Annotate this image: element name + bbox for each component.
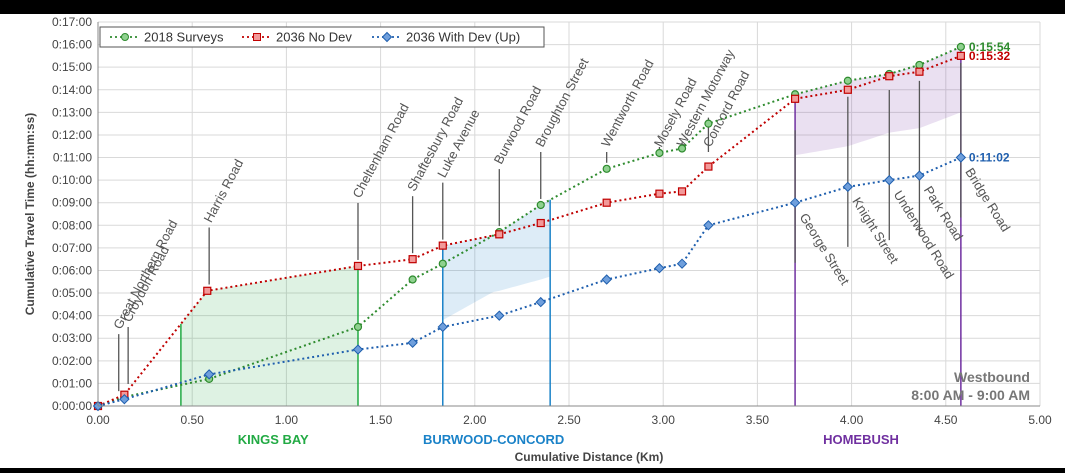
y-tick-label: 0:10:00 [52,173,92,187]
data-point [790,94,800,103]
x-tick-label: 4.50 [934,413,958,427]
data-point [119,394,130,405]
x-tick-label: 0.50 [181,413,205,427]
data-point [535,296,546,308]
zone-label: HOMEBUSH [823,432,899,447]
data-point [408,275,417,284]
x-tick-label: 0.00 [86,413,110,427]
y-tick-label: 0:07:00 [52,241,92,255]
data-point [704,162,713,171]
legend-marker [253,33,261,41]
y-tick-label: 0:16:00 [52,38,92,52]
y-tick-label: 0:09:00 [52,196,92,210]
zone-label: KINGS BAY [238,432,309,447]
legend-label: 2036 No Dev [276,30,352,45]
series-group: 0:15:540:15:32 0:11:02 [92,40,1011,412]
x-tick-label: 3.00 [652,413,676,427]
data-point [915,60,924,70]
y-tick-label: 0:12:00 [52,128,92,142]
y-tick-label: 0:03:00 [52,331,92,345]
data-point [842,181,854,193]
x-tick-label: 4.00 [840,413,864,427]
y-tick-label: 0:02:00 [52,354,92,368]
legend-box [99,26,545,48]
data-point [676,258,688,269]
y-tick-label: 0:00:00 [52,399,92,413]
y-tick-label: 0:11:00 [53,151,92,165]
y-tick-label: 0:17:00 [52,15,92,29]
data-point [352,344,364,355]
data-point [602,198,611,207]
y-axis-title: Cumulative Travel Time (hh:mm:ss) [23,113,37,316]
legend-label: 2036 With Dev (Up) [406,30,520,45]
end-value-label: 0:11:02 [969,151,1010,165]
data-point [438,241,447,250]
data-point [914,170,925,181]
data-point [843,85,852,94]
data-point [353,322,363,332]
x-tick-label: 3.50 [746,413,770,427]
y-tick-label: 0:15:00 [52,60,92,74]
x-tick-label: 2.50 [557,413,581,427]
legend-marker [381,31,393,43]
data-point [494,310,505,321]
data-point [353,261,363,271]
data-point [536,200,545,210]
data-point [885,72,894,81]
data-point [703,220,714,231]
data-point [408,255,417,264]
data-point [655,189,664,198]
y-tick-label: 0:06:00 [52,263,92,277]
y-tick-label: 0:04:00 [52,309,92,323]
data-point [915,67,924,76]
data-point [437,321,448,333]
x-tick-label: 1.00 [275,413,299,427]
data-point [677,144,687,153]
legend-marker [121,33,129,41]
data-point [956,51,965,60]
data-point [438,259,447,268]
data-point [495,230,504,239]
data-point [843,76,852,85]
time-period-label: 8:00 AM - 9:00 AM [911,387,1030,403]
data-point [677,187,687,196]
data-point [884,174,895,186]
data-point [704,119,713,128]
zone-band-burwood-concord [442,199,551,321]
zone-label: BURWOOD-CONCORD [423,432,564,447]
x-tick-label: 2.00 [463,413,487,427]
legend: 2018 Surveys 2036 No Dev 2036 With Dev (Up… [99,26,545,48]
data-point [407,337,418,348]
data-point [956,42,965,51]
y-tick-label: 0:08:00 [52,218,92,232]
x-axis-title: Cumulative Distance (Km) [515,450,664,464]
y-tick-label: 0:14:00 [52,83,92,97]
data-point [203,286,212,295]
y-tick-label: 0:01:00 [52,376,92,390]
legend-label: 2018 Surveys [144,30,224,45]
data-point [654,263,665,274]
data-point [955,152,967,163]
direction-label: Westbound [954,369,1030,385]
end-value-label: 0:15:54 [969,40,1011,54]
y-tick-label: 0:13:00 [52,105,92,119]
y-tick-label: 0:05:00 [52,286,92,300]
data-point [601,274,612,285]
x-tick-label: 1.50 [369,413,393,427]
data-point [602,164,611,173]
end-value-label: 0:15:32 [969,49,1011,63]
data-point [203,369,215,380]
data-point [536,218,545,228]
data-point [789,197,801,208]
data-point [655,148,664,158]
x-tick-label: 5.00 [1028,413,1052,427]
